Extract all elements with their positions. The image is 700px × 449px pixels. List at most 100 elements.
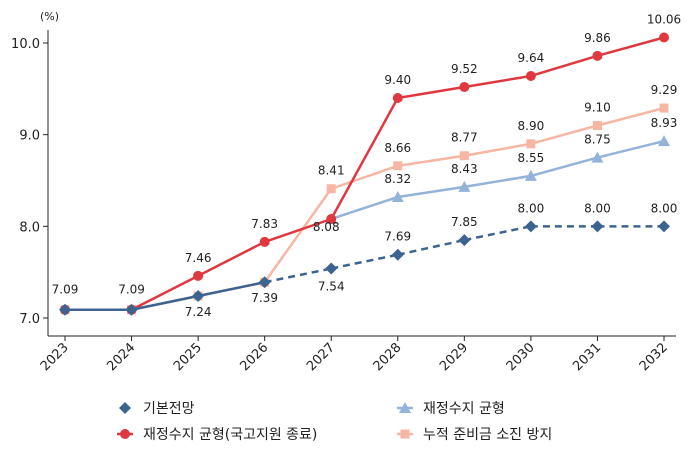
series-line-segment (530, 156, 598, 178)
series-line-segment (263, 188, 333, 283)
data-label: 7.46 (185, 251, 212, 265)
legend-marker (400, 429, 410, 439)
y-tick-label: 8.0 (19, 220, 40, 235)
data-label: 8.43 (451, 162, 478, 176)
x-tick-label: 2023 (38, 340, 72, 374)
data-point (391, 248, 404, 261)
x-tick-label: 2025 (171, 340, 205, 374)
data-label: 7.54 (318, 279, 345, 293)
data-point (659, 103, 669, 113)
series-line-segment (330, 164, 399, 190)
data-point (525, 70, 536, 81)
legend-label: 재정수지 균형 (423, 401, 505, 417)
series-line-segment (330, 97, 399, 220)
data-point (59, 303, 71, 316)
legend-marker (119, 402, 131, 414)
legend-item: 재정수지 균형(국고지원 종료) (117, 427, 317, 443)
data-point (524, 169, 537, 181)
data-label: 8.08 (313, 220, 340, 234)
data-point (458, 180, 471, 192)
data-label: 9.40 (384, 73, 411, 87)
data-labels: 7.09 7.09 7.24 7.39 7.54 7.69 7.85 8.00 8.00 8.00… (52, 12, 682, 319)
series-line-segment (131, 294, 199, 311)
data-point (258, 276, 271, 289)
legend-marker (120, 429, 130, 439)
data-point (325, 262, 338, 275)
data-point (393, 161, 403, 171)
series-line-segment (197, 281, 265, 298)
data-point (459, 151, 469, 161)
data-point (459, 81, 470, 92)
data-label: 9.52 (451, 62, 478, 76)
axes: 7.0 8.0 9.0 10.0 2023 2024 2025 2026 2027 2028 202… (11, 30, 676, 374)
data-label: 8.00 (518, 201, 545, 215)
data-label: 7.85 (451, 215, 478, 229)
series-line-segment (330, 253, 399, 270)
legend-marker (399, 402, 411, 413)
data-label: 9.10 (584, 100, 611, 114)
series-line-segment (530, 54, 598, 78)
x-tick-label: 2030 (504, 340, 538, 374)
y-tick-label: 7.0 (19, 312, 40, 327)
data-point (326, 184, 336, 194)
data-point (659, 32, 669, 43)
series-2 (325, 135, 670, 224)
data-label: 9.86 (584, 31, 611, 45)
x-tick-label: 2024 (104, 340, 138, 374)
series-line-segment (397, 154, 465, 168)
data-label: 7.83 (251, 217, 278, 231)
series-line-segment (197, 240, 266, 277)
series-0 (59, 220, 670, 316)
series-line-segment (130, 274, 199, 311)
data-point (526, 139, 536, 149)
data-label: 9.64 (518, 51, 545, 65)
series-line-segment (264, 217, 332, 244)
data-label: 7.69 (384, 230, 411, 244)
series-1 (60, 32, 669, 315)
series-line-segment (464, 174, 532, 189)
data-point (259, 236, 270, 247)
series-line-segment (597, 139, 665, 159)
data-label: 7.24 (185, 305, 212, 319)
data-point (591, 151, 604, 163)
x-tick-label: 2032 (637, 340, 671, 374)
unit-label: (%) (40, 10, 59, 23)
data-point (591, 220, 604, 233)
legend-item: 기본전망 (119, 401, 195, 417)
legend-label: 재정수지 균형(국고지원 종료) (143, 427, 317, 443)
data-point (192, 289, 205, 302)
y-tick-label: 10.0 (11, 37, 40, 52)
data-point (592, 120, 602, 130)
series-line-segment (397, 85, 465, 100)
data-label: 8.32 (384, 172, 411, 186)
series-layer (59, 32, 670, 316)
y-tick-label: 9.0 (19, 129, 40, 144)
data-label: 9.29 (651, 83, 678, 97)
series-line-segment (464, 74, 532, 89)
data-point (391, 190, 404, 202)
data-label: 8.77 (451, 131, 478, 145)
data-point (658, 135, 670, 147)
data-point (458, 234, 471, 247)
data-label: 8.90 (518, 119, 545, 133)
x-tick-label: 2026 (237, 340, 271, 374)
series-line-segment (464, 142, 532, 157)
data-point (658, 220, 670, 233)
x-tick-label: 2028 (371, 340, 405, 374)
legend-label: 누적 준비금 소진 방지 (423, 427, 552, 443)
series-line-segment (597, 36, 665, 58)
series-line-segment (530, 124, 598, 146)
data-label: 8.00 (584, 201, 611, 215)
series-line-segment (597, 106, 665, 127)
legend-label: 기본전망 (143, 401, 195, 417)
series-line-segment (397, 185, 465, 199)
data-label: 8.66 (384, 141, 411, 155)
data-point (326, 213, 337, 224)
data-label: 8.00 (651, 201, 678, 215)
data-label: 8.41 (318, 164, 345, 178)
legend-item: 누적 준비금 소진 방지 (397, 427, 552, 443)
series-line-segment (330, 195, 399, 221)
x-tick-label: 2029 (437, 340, 471, 374)
data-label: 10.06 (647, 12, 681, 26)
